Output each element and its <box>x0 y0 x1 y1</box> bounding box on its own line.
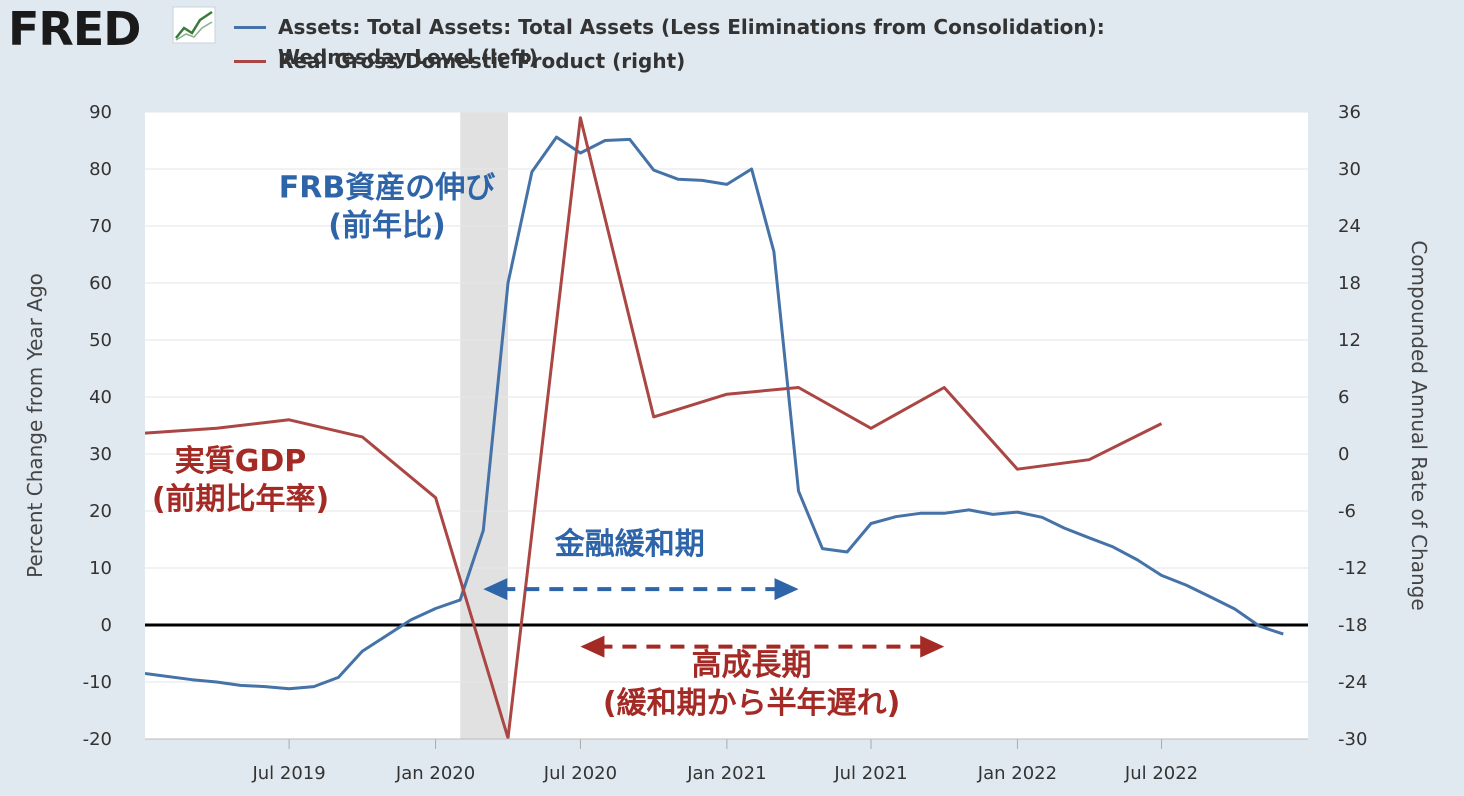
y2-axis-title: Compounded Annual Rate of Change <box>1407 240 1431 610</box>
y2-tick-label: 0 <box>1338 444 1349 465</box>
high-growth-period-arrow <box>580 635 945 658</box>
y-tick-label: 90 <box>89 102 112 123</box>
y2-tick-label: 6 <box>1338 387 1349 408</box>
y-tick-label: 30 <box>89 444 112 465</box>
legend-label-line-1: Real Gross Domestic Product (right) <box>278 49 686 73</box>
fred-logo: FRED <box>8 2 141 56</box>
annotation-line: 高成長期 <box>692 648 812 683</box>
y-tick-label: 10 <box>89 558 112 579</box>
y2-tick-label: 18 <box>1338 273 1361 294</box>
range-arrowhead-right <box>920 635 945 658</box>
y2-tick-label: -18 <box>1338 615 1367 636</box>
annotation-line: 金融緩和期 <box>554 527 705 562</box>
y-tick-label: 40 <box>89 387 112 408</box>
fred-line-chart-icon <box>172 6 216 44</box>
y2-tick-label: -6 <box>1338 501 1356 522</box>
legend-swatch-red <box>234 60 266 63</box>
y-tick-label: 0 <box>101 615 112 636</box>
y2-tick-label: -30 <box>1338 729 1367 750</box>
y-tick-label: 80 <box>89 159 112 180</box>
series-line-total-assets <box>145 135 1284 691</box>
y-axis-title: Percent Change from Year Ago <box>23 273 47 578</box>
y-tick-label: 20 <box>89 501 112 522</box>
easing-period-arrow <box>483 578 799 601</box>
annotation-line: (前年比) <box>328 209 445 244</box>
y2-tick-label: 30 <box>1338 159 1361 180</box>
series-line-real-gdp <box>145 116 1163 740</box>
legend-label-line-1: Assets: Total Assets: Total Assets (Less… <box>278 15 1105 39</box>
annotation-high-growth: 高成長期(緩和期から半年遅れ) <box>603 648 900 721</box>
annotation-line: (緩和期から半年遅れ) <box>603 686 900 721</box>
y-tick-label: 70 <box>89 216 112 237</box>
plot-area <box>145 112 1308 739</box>
annotation-frb-assets: FRB資産の伸び(前年比) <box>279 171 495 244</box>
y-tick-label: -10 <box>83 672 112 693</box>
recession-band <box>460 112 508 739</box>
range-arrowhead-left <box>580 635 605 658</box>
annotation-real-gdp: 実質GDP(前期比年率) <box>152 444 329 517</box>
y-tick-label: -20 <box>83 729 112 750</box>
legend-swatch-blue <box>234 26 266 29</box>
y2-tick-label: -24 <box>1338 672 1367 693</box>
x-tick-label: Jul 2022 <box>1124 763 1198 784</box>
range-arrowhead-right <box>774 578 799 601</box>
legend-label-line-2: Wednesday Level (left) <box>278 45 538 69</box>
y2-tick-label: 36 <box>1338 102 1361 123</box>
annotation-line: 実質GDP <box>175 444 307 479</box>
range-arrowhead-left <box>483 578 508 601</box>
y2-tick-label: 24 <box>1338 216 1361 237</box>
annotation-line: (前期比年率) <box>152 482 329 517</box>
x-tick-label: Jan 2022 <box>977 763 1057 784</box>
x-tick-label: Jul 2020 <box>543 763 617 784</box>
y-tick-label: 60 <box>89 273 112 294</box>
y2-tick-label: -12 <box>1338 558 1367 579</box>
x-tick-label: Jul 2021 <box>833 763 907 784</box>
x-tick-label: Jan 2021 <box>686 763 766 784</box>
annotation-easing-period: 金融緩和期 <box>554 527 705 562</box>
annotation-line: FRB資産の伸び <box>279 171 495 206</box>
y2-tick-label: 12 <box>1338 330 1361 351</box>
chart-header: FRED Assets: Total Assets: Total Assets … <box>0 0 1464 100</box>
y-tick-label: 50 <box>89 330 112 351</box>
x-tick-label: Jan 2020 <box>395 763 475 784</box>
x-tick-label: Jul 2019 <box>251 763 325 784</box>
